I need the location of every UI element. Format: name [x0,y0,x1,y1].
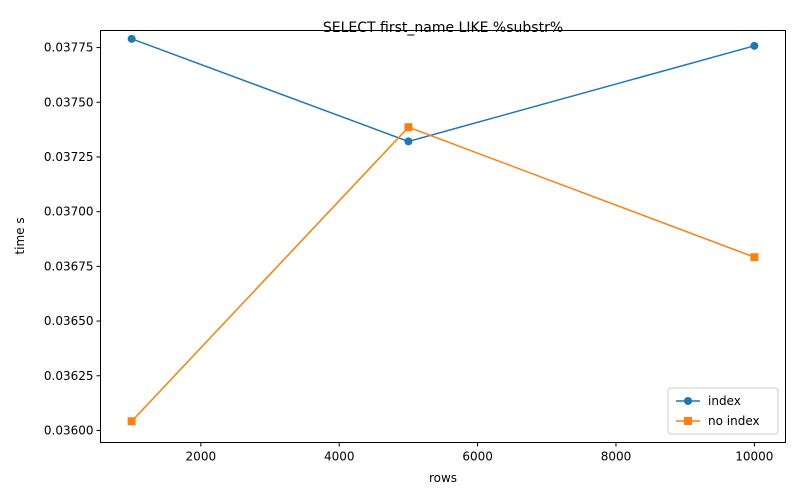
x-tick-label: 6000 [462,450,493,464]
legend-label-no-index: no index [708,414,760,428]
data-point-no-index [750,253,759,262]
chart-title: SELECT first_name LIKE %substr% [323,20,563,36]
y-tick-label: 0.03700 [44,205,94,219]
data-point-no-index [404,123,413,132]
plot-frame [100,30,786,443]
y-axis-label: time s [13,217,27,254]
legend-label-index: index [708,394,741,408]
x-tick-label: 10000 [735,450,773,464]
y-tick-label: 0.03675 [44,259,94,273]
data-point-index [750,41,759,50]
series-line-no-index [131,126,755,422]
legend-marker-no-index [684,417,692,425]
x-axis-label: rows [429,471,457,485]
plot-area [127,34,759,426]
y-tick-label: 0.03625 [44,369,94,383]
y-tick-label: 0.03650 [44,314,94,328]
data-point-index [404,137,413,146]
y-tick-label: 0.03725 [44,150,94,164]
y-axis-ticks: 0.03600 0.03625 0.03650 0.03675 0.03700 0.037… [44,41,101,437]
legend: index no index [667,387,779,435]
x-axis-ticks: 2000 4000 6000 8000 10000 [186,442,773,464]
legend-box [667,387,779,435]
legend-marker-index [684,397,692,405]
x-tick-label: 2000 [186,450,217,464]
y-tick-label: 0.03750 [44,95,94,109]
x-tick-label: 4000 [324,450,355,464]
x-tick-label: 8000 [601,450,632,464]
y-tick-label: 0.03775 [44,41,94,55]
data-point-no-index [127,417,136,426]
series-line-index [131,38,755,143]
y-tick-label: 0.03600 [44,423,94,437]
data-point-index [127,34,136,43]
